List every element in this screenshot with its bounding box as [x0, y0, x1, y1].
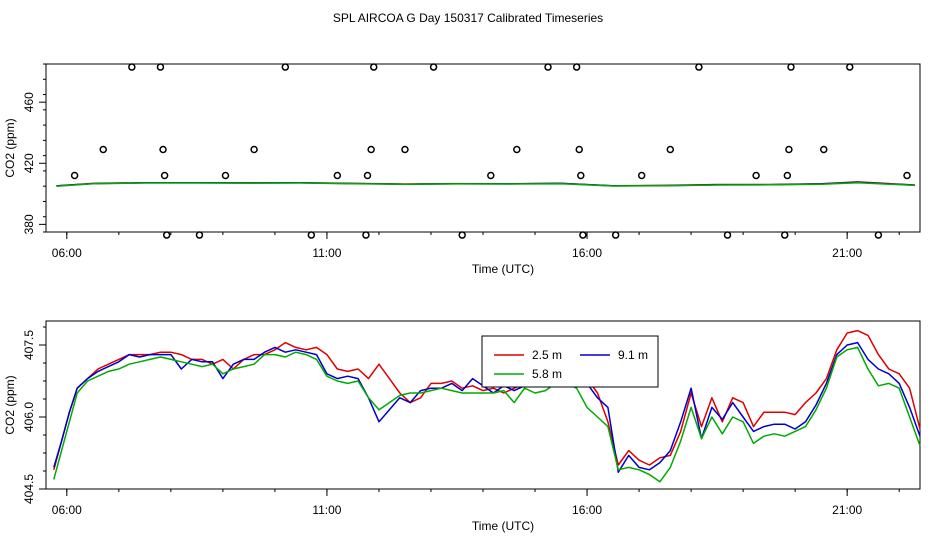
data-point — [160, 171, 169, 180]
y-axis-label: CO2 (ppm) — [3, 375, 17, 434]
data-point — [903, 171, 911, 180]
data-point — [458, 231, 466, 239]
data-point — [99, 145, 107, 154]
data-point — [162, 231, 171, 239]
y-tick-label: 420 — [22, 153, 36, 173]
data-point — [579, 231, 587, 239]
data-point — [487, 171, 495, 180]
data-point — [159, 145, 167, 154]
x-axis-label: Time (UTC) — [472, 519, 534, 533]
x-tick-label: 16:00 — [572, 503, 602, 517]
data-point — [785, 145, 793, 154]
data-point — [787, 63, 795, 71]
data-point — [666, 145, 675, 154]
data-point — [370, 63, 378, 71]
data-point — [637, 171, 646, 180]
x-tick-label: 11:00 — [312, 246, 341, 260]
data-point — [874, 231, 883, 239]
plot-frame — [45, 63, 921, 233]
x-tick-label: 11:00 — [312, 503, 341, 517]
data-point — [513, 145, 521, 154]
series-line — [53, 346, 921, 483]
legend: 2.5 m 9.1 m 5.8 m — [481, 335, 659, 388]
data-point — [429, 63, 438, 71]
data-point — [572, 63, 581, 71]
calibrated-panel: 06:00 11:00 16:00 21:00 404.5 406.0 407.5 Time … — [3, 320, 921, 533]
data-point — [783, 171, 792, 180]
legend-label: 5.8 m — [532, 367, 562, 381]
data-point — [846, 63, 854, 71]
data-point — [128, 63, 136, 71]
x-tick-label: 21:00 — [832, 246, 862, 260]
data-point — [544, 63, 552, 71]
data-point — [250, 145, 258, 154]
y-tick-label: 404.5 — [22, 474, 36, 504]
data-point — [780, 231, 789, 239]
figure-title: SPL AIRCOA G Day 150317 Calibrated Times… — [333, 11, 603, 25]
data-point — [363, 171, 372, 180]
y-tick-label: 407.5 — [22, 330, 36, 360]
legend-label: 9.1 m — [618, 348, 648, 362]
x-tick-label: 21:00 — [832, 503, 862, 517]
data-point — [195, 231, 204, 239]
x-tick-label: 06:00 — [52, 246, 82, 260]
data-point — [367, 145, 375, 154]
data-point — [695, 63, 703, 71]
y-tick-label: 406.0 — [22, 402, 36, 432]
data-point — [362, 231, 370, 239]
data-point — [307, 231, 316, 239]
y-axis-label: CO2 (ppm) — [3, 118, 17, 177]
data-point — [575, 145, 583, 154]
data-point — [281, 63, 290, 71]
data-point — [333, 171, 342, 180]
data-point — [221, 171, 230, 180]
legend-box — [481, 335, 659, 388]
data-point — [752, 171, 760, 180]
data-point — [156, 63, 165, 71]
data-point — [577, 171, 585, 180]
y-tick-label: 460 — [22, 92, 36, 112]
series-line — [56, 181, 915, 187]
raw-data-panel: 06:00 11:00 16:00 21:00 380 420 460 Time (UTC) C… — [3, 63, 921, 276]
data-point — [401, 145, 409, 154]
x-tick-label: 06:00 — [52, 503, 82, 517]
data-point — [820, 145, 828, 154]
x-axis-label: Time (UTC) — [472, 262, 534, 276]
data-point — [723, 231, 732, 239]
legend-label: 2.5 m — [532, 348, 562, 362]
data-point — [611, 231, 620, 239]
data-point — [70, 171, 79, 180]
y-tick-label: 380 — [22, 214, 36, 234]
x-tick-label: 16:00 — [572, 246, 602, 260]
